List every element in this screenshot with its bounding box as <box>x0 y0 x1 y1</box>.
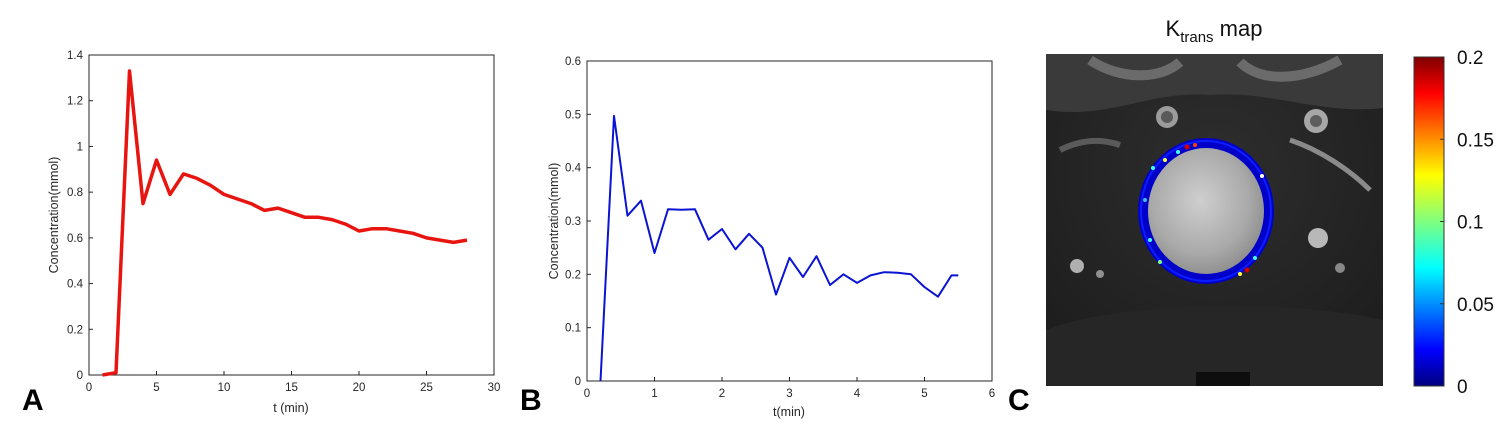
colorbar <box>1413 56 1445 387</box>
chart-b-x-tick-label: 0 <box>584 388 590 400</box>
colorbar-tick-label: 0.2 <box>1457 48 1483 69</box>
chart-a-y-tick-label: 0.2 <box>67 324 83 336</box>
chart-b-x-ticks: 0 1 2 3 4 5 6 <box>584 377 995 400</box>
chart-b-y-ticks: 0 0.1 0.2 0.3 0.4 0.5 0.6 <box>565 56 591 388</box>
chart-a-y-tick-label: 0.6 <box>67 233 83 245</box>
vessel-lumen <box>1148 148 1264 274</box>
chart-b-y-tick-label: 0.4 <box>565 163 582 175</box>
chart-a-x-tick-label: 10 <box>218 382 231 394</box>
chart-a-y-tick-label: 1.4 <box>67 50 84 62</box>
colorbar-tick-label: 0.1 <box>1457 213 1483 234</box>
chart-a-series-line <box>102 69 468 377</box>
mri-image <box>1046 54 1383 386</box>
chart-b-y-tick-label: 0.5 <box>565 109 581 121</box>
chart-b-y-label: Concentration(mmol) <box>547 163 561 280</box>
chart-a-x-label: t (min) <box>273 401 308 415</box>
chart-a-plot-area <box>88 54 495 376</box>
map-title: Ktrans map <box>1166 16 1263 46</box>
chart-a-x-tick-label: 20 <box>353 382 366 394</box>
panel-label-c: C <box>1008 384 1030 417</box>
chart-b-x-tick-label: 6 <box>989 388 995 400</box>
chart-a-y-tick-label: 0 <box>77 370 83 382</box>
chart-b-y-tick-label: 0 <box>575 376 581 388</box>
chart-b-x-tick-label: 3 <box>786 388 792 400</box>
panel-label-a: A <box>22 384 44 417</box>
ktrans-map-panel: Ktrans map <box>1008 16 1494 417</box>
chart-b-y-tick-label: 0.6 <box>565 56 581 68</box>
chart-b: 0 0.1 0.2 0.3 0.4 0.5 0.6 0 1 2 3 4 5 6 t(min) Conce… <box>520 56 995 419</box>
colorbar-tick-label: 0 <box>1457 377 1468 398</box>
chart-b-x-tick-label: 2 <box>719 388 725 400</box>
chart-b-x-label: t(min) <box>773 405 805 419</box>
chart-a-y-tick-label: 1 <box>77 141 83 153</box>
chart-a-x-tick-label: 5 <box>153 382 159 394</box>
chart-a-x-ticks: 0 5 10 15 20 25 30 <box>86 371 501 394</box>
chart-b-plot-area <box>586 60 993 382</box>
colorbar-tick-label: 0.15 <box>1457 130 1494 151</box>
chart-a-x-tick-label: 30 <box>488 382 501 394</box>
chart-a-y-tick-label: 0.8 <box>67 187 83 199</box>
chart-a-x-tick-label: 25 <box>420 382 433 394</box>
chart-b-series-line <box>599 114 959 382</box>
chart-a-x-tick-label: 0 <box>86 382 92 394</box>
colorbar-tick-label: 0.05 <box>1457 295 1494 316</box>
chart-a-y-tick-label: 0.4 <box>67 279 84 291</box>
chart-b-x-tick-label: 1 <box>651 388 657 400</box>
chart-b-y-tick-label: 0.1 <box>565 323 581 335</box>
panel-label-b: B <box>520 384 542 417</box>
chart-b-y-tick-label: 0.2 <box>565 269 581 281</box>
chart-b-x-tick-label: 5 <box>921 388 927 400</box>
chart-b-y-tick-label: 0.3 <box>565 216 581 228</box>
chart-a: 0 0.2 0.4 0.6 0.8 1 1.2 1.4 0 5 10 15 20 25 30 t (min… <box>22 50 500 417</box>
chart-b-x-tick-label: 4 <box>854 388 861 400</box>
chart-a-y-tick-label: 1.2 <box>67 96 83 108</box>
colorbar-ticks: 0 0.05 0.1 0.15 0.2 <box>1440 48 1494 398</box>
chart-a-y-label: Concentration(mmol) <box>47 157 61 274</box>
chart-a-y-ticks: 0 0.2 0.4 0.6 0.8 1 1.2 1.4 <box>67 50 93 382</box>
chart-a-x-tick-label: 15 <box>285 382 298 394</box>
